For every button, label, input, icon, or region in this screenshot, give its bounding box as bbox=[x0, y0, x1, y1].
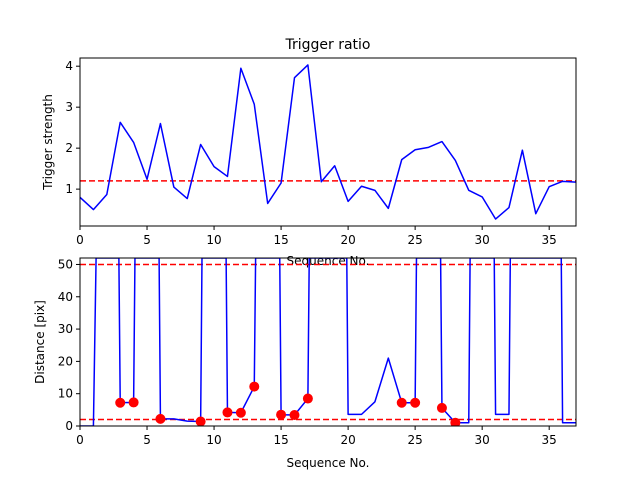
x-tick-label: 5 bbox=[143, 233, 151, 247]
y-tick-label: 20 bbox=[58, 354, 73, 368]
trigger-ratio-axes: Trigger ratio 0 5 10 15 20 25 30 35 1 2 3 4 Sequen… bbox=[41, 37, 577, 268]
plot-frame bbox=[79, 257, 577, 427]
data-point-marker bbox=[289, 410, 300, 421]
plot-frame bbox=[79, 57, 577, 227]
y-tick-label: 3 bbox=[65, 100, 73, 114]
data-point-marker bbox=[115, 397, 126, 408]
data-point-marker bbox=[276, 409, 287, 420]
x-tick-label: 35 bbox=[542, 233, 557, 247]
x-tick-label: 25 bbox=[407, 433, 422, 447]
data-point-marker bbox=[396, 397, 407, 408]
y-tick-label: 30 bbox=[58, 322, 73, 336]
data-point-marker bbox=[222, 407, 233, 418]
x-tick-label: 10 bbox=[206, 233, 221, 247]
x-tick-label: 25 bbox=[407, 233, 422, 247]
y-tick-label: 1 bbox=[65, 182, 73, 196]
x-tick-label: 20 bbox=[340, 233, 355, 247]
chart-title: Trigger ratio bbox=[284, 37, 370, 53]
data-point-marker bbox=[410, 397, 421, 408]
x-tick-label: 10 bbox=[206, 433, 221, 447]
y-tick-label: 50 bbox=[58, 257, 73, 271]
y-tick-label: 40 bbox=[58, 290, 73, 304]
y-tick-label: 0 bbox=[65, 419, 73, 433]
x-axis-label: Sequence No. bbox=[287, 254, 370, 268]
y-axis-label: Distance [pix] bbox=[33, 300, 47, 384]
x-tick-label: 0 bbox=[76, 233, 84, 247]
x-tick-label: 20 bbox=[340, 433, 355, 447]
series-line bbox=[80, 64, 576, 220]
data-point-marker bbox=[249, 381, 260, 392]
y-tick-label: 2 bbox=[65, 141, 73, 155]
data-point-marker bbox=[450, 417, 461, 426]
y-tick-label: 4 bbox=[65, 59, 73, 73]
x-tick-label: 15 bbox=[273, 433, 288, 447]
series-line bbox=[80, 258, 576, 426]
x-tick-label: 15 bbox=[273, 233, 288, 247]
x-tick-label: 0 bbox=[76, 433, 84, 447]
x-tick-label: 30 bbox=[475, 433, 490, 447]
x-tick-label: 30 bbox=[475, 233, 490, 247]
data-point-marker bbox=[235, 407, 246, 418]
data-point-marker bbox=[195, 416, 206, 426]
x-tick-label: 35 bbox=[542, 433, 557, 447]
data-point-marker bbox=[302, 393, 313, 404]
y-axis-label: Trigger strength bbox=[41, 94, 55, 191]
data-point-marker bbox=[128, 397, 139, 408]
data-point-marker bbox=[436, 402, 447, 413]
x-tick-label: 5 bbox=[143, 433, 151, 447]
data-point-marker bbox=[155, 413, 166, 424]
y-tick-label: 10 bbox=[58, 387, 73, 401]
x-axis-label: Sequence No. bbox=[287, 456, 370, 470]
